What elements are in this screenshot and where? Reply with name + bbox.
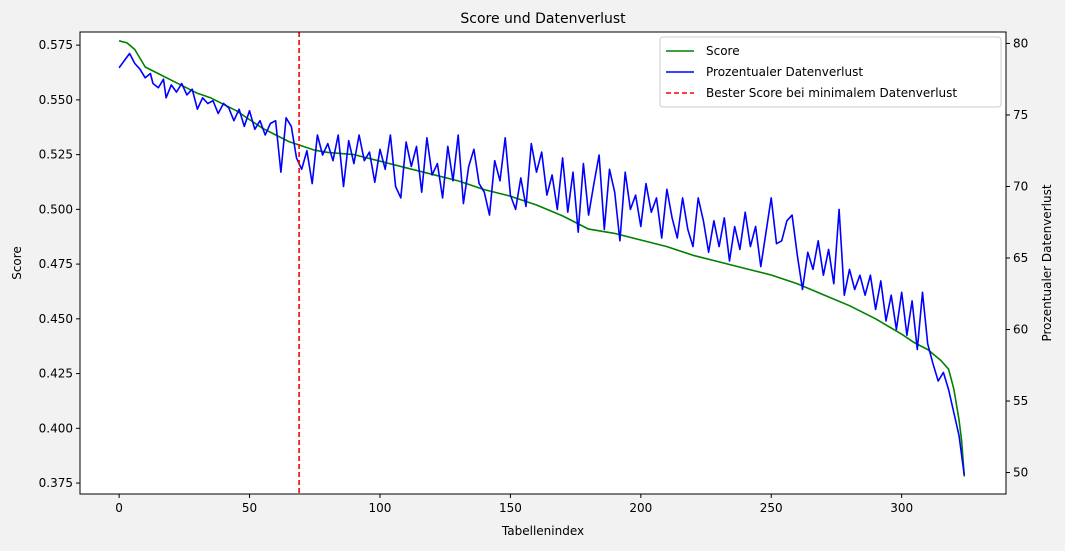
legend: Score Prozentualer Datenverlust Bester S… bbox=[659, 36, 1002, 108]
y-tick-label-left-1: 0.400 bbox=[39, 421, 73, 435]
y-tick-label-right-55: 55 bbox=[1013, 394, 1028, 408]
y-tick-label-right-50: 50 bbox=[1013, 466, 1028, 480]
x-axis-label: Tabellenindex bbox=[501, 524, 584, 538]
series-layer bbox=[118, 32, 966, 494]
legend-label-datenverlust: Prozentualer Datenverlust bbox=[706, 65, 863, 79]
y-tick-label-left-4: 0.475 bbox=[39, 257, 73, 271]
x-tick-label-50: 50 bbox=[242, 501, 257, 515]
y-tick-label-right-75: 75 bbox=[1013, 108, 1028, 122]
legend-label-score: Score bbox=[706, 44, 740, 58]
y-tick-label-left-0: 0.375 bbox=[39, 476, 73, 490]
plot-frame bbox=[79, 31, 1007, 495]
x-tick-label-300: 300 bbox=[890, 501, 913, 515]
y-tick-label-left-2: 0.425 bbox=[39, 367, 73, 381]
y-axis-label-left: Score bbox=[10, 246, 24, 280]
x-tick-label-200: 200 bbox=[629, 501, 652, 515]
series-line-1 bbox=[118, 52, 966, 476]
y-axis-label-right: Prozentualer Datenverlust bbox=[1040, 184, 1054, 341]
y-tick-label-left-7: 0.550 bbox=[39, 93, 73, 107]
x-tick-label-250: 250 bbox=[760, 501, 783, 515]
y-tick-label-right-60: 60 bbox=[1013, 323, 1028, 337]
y-tick-label-left-3: 0.450 bbox=[39, 312, 73, 326]
legend-label-bester-score: Bester Score bei minimalem Datenverlust bbox=[706, 86, 957, 100]
x-tick-label-150: 150 bbox=[499, 501, 522, 515]
y-tick-label-left-8: 0.575 bbox=[39, 38, 73, 52]
y-tick-label-right-65: 65 bbox=[1013, 251, 1028, 265]
y-tick-label-right-80: 80 bbox=[1013, 36, 1028, 50]
legend-box bbox=[659, 36, 1002, 108]
ticks-layer: 0 50 100 150 200 250 300 0.375 0.400 0.425 0.450 0.… bbox=[39, 36, 1029, 515]
x-tick-label-100: 100 bbox=[369, 501, 392, 515]
y-tick-label-left-5: 0.500 bbox=[39, 202, 73, 216]
x-tick-label-0: 0 bbox=[115, 501, 123, 515]
chart-title: Score und Datenverlust bbox=[460, 11, 626, 27]
y-tick-label-right-70: 70 bbox=[1013, 179, 1028, 193]
y-tick-label-left-6: 0.525 bbox=[39, 148, 73, 162]
